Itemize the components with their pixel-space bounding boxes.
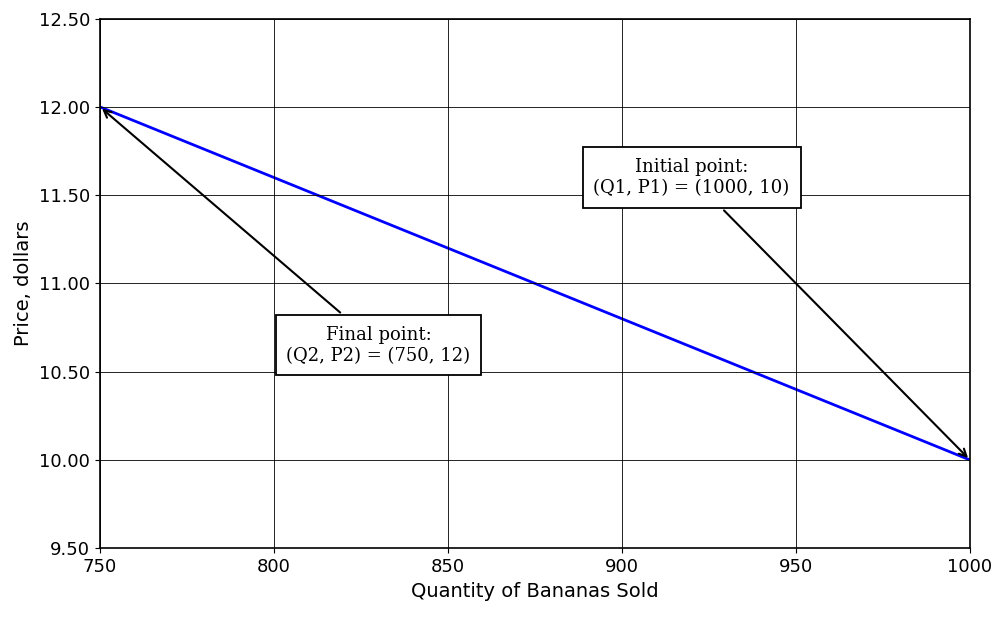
Text: Initial point:
(Q1, P1) = (1000, 10): Initial point: (Q1, P1) = (1000, 10) — [593, 158, 966, 456]
Text: Final point:
(Q2, P2) = (750, 12): Final point: (Q2, P2) = (750, 12) — [104, 110, 470, 364]
Y-axis label: Price, dollars: Price, dollars — [14, 221, 33, 346]
X-axis label: Quantity of Bananas Sold: Quantity of Bananas Sold — [411, 581, 659, 601]
